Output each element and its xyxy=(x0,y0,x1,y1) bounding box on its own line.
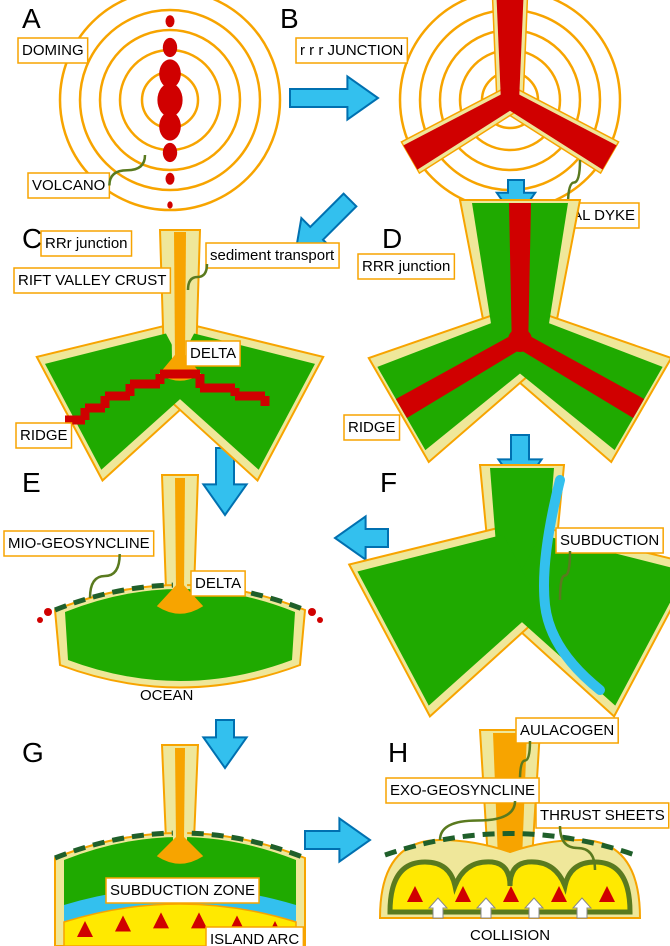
svg-text:r r r JUNCTION: r r r JUNCTION xyxy=(300,42,403,59)
svg-text:RIDGE: RIDGE xyxy=(20,427,68,444)
volcano-dot xyxy=(166,173,175,185)
flow-arrow xyxy=(203,720,246,768)
svg-text:RIFT VALLEY CRUST: RIFT VALLEY CRUST xyxy=(18,272,166,289)
svg-text:sediment transport: sediment transport xyxy=(210,247,335,264)
svg-text:DELTA: DELTA xyxy=(195,575,241,592)
svg-text:RRR junction: RRR junction xyxy=(362,258,450,275)
svg-text:AULACOGEN: AULACOGEN xyxy=(520,722,614,739)
flow-arrow xyxy=(305,818,370,861)
volcano-dot xyxy=(163,143,177,162)
flow-arrow xyxy=(290,76,378,119)
svg-text:C: C xyxy=(22,223,42,254)
svg-text:VOLCANO: VOLCANO xyxy=(32,177,105,194)
svg-text:DOMING: DOMING xyxy=(22,42,84,59)
svg-text:ISLAND ARC: ISLAND ARC xyxy=(210,931,299,946)
svg-text:G: G xyxy=(22,737,44,768)
volcano-dot xyxy=(166,15,175,27)
svg-text:EXO-GEOSYNCLINE: EXO-GEOSYNCLINE xyxy=(390,782,535,799)
svg-text:H: H xyxy=(388,737,408,768)
svg-text:D: D xyxy=(382,223,402,254)
svg-text:E: E xyxy=(22,467,41,498)
volcano-dot xyxy=(157,83,182,117)
volcano-dot xyxy=(159,112,181,141)
volcano-dot xyxy=(163,38,177,57)
volcano-dot xyxy=(167,201,172,208)
svg-text:RRr junction: RRr junction xyxy=(45,235,128,252)
svg-text:COLLISION: COLLISION xyxy=(470,927,550,944)
svg-text:MIO-GEOSYNCLINE: MIO-GEOSYNCLINE xyxy=(8,535,150,552)
diagram-canvas: ADOMINGVOLCANOBr r r JUNCTIONAXIAL DYKEC… xyxy=(0,0,670,946)
svg-text:THRUST SHEETS: THRUST SHEETS xyxy=(540,807,665,824)
svg-text:OCEAN: OCEAN xyxy=(140,687,193,704)
svg-text:A: A xyxy=(22,3,41,34)
flow-arrow xyxy=(335,516,388,559)
svg-text:SUBDUCTION: SUBDUCTION xyxy=(560,532,659,549)
svg-text:RIDGE: RIDGE xyxy=(348,419,396,436)
svg-text:B: B xyxy=(280,3,299,34)
svg-text:SUBDUCTION ZONE: SUBDUCTION ZONE xyxy=(110,882,255,899)
svg-text:F: F xyxy=(380,467,397,498)
svg-text:DELTA: DELTA xyxy=(190,345,236,362)
